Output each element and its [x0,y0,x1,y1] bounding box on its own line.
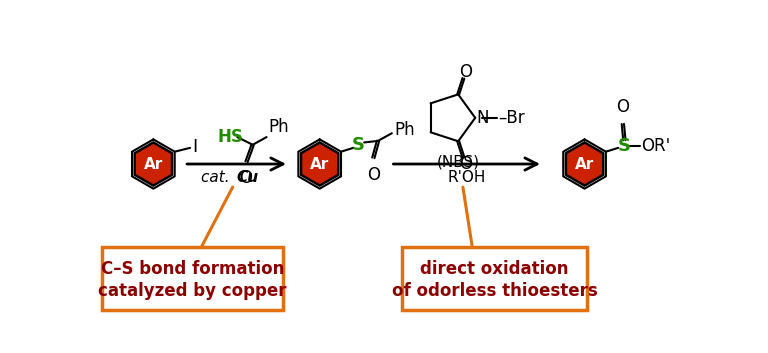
Text: catalyzed by copper: catalyzed by copper [98,282,286,300]
Text: Cu: Cu [237,170,259,185]
Text: direct oxidation: direct oxidation [420,260,569,278]
Text: Ph: Ph [394,121,415,139]
Text: S: S [352,136,365,154]
Polygon shape [566,143,603,186]
Text: N: N [476,109,488,127]
Text: O: O [367,166,380,184]
Text: I: I [193,138,197,156]
Text: of odorless thioesters: of odorless thioesters [392,282,598,300]
FancyBboxPatch shape [402,247,587,310]
Text: cat.: cat. [201,170,235,185]
Text: O: O [617,98,629,116]
Text: S: S [618,137,631,155]
Polygon shape [301,143,339,186]
Text: –Br: –Br [498,109,525,127]
Text: Ar: Ar [144,156,163,172]
Text: OR': OR' [641,137,670,155]
Text: O: O [459,155,472,173]
Text: HS: HS [217,128,243,146]
Text: O: O [240,169,252,187]
Text: Ph: Ph [268,118,289,136]
Text: (NBS): (NBS) [437,154,480,169]
Text: R'OH: R'OH [448,170,486,185]
Text: O: O [459,63,472,81]
FancyBboxPatch shape [102,247,283,310]
Text: Ar: Ar [575,156,594,172]
Text: C–S bond formation: C–S bond formation [101,260,284,278]
Polygon shape [134,143,172,186]
Text: Ar: Ar [310,156,329,172]
